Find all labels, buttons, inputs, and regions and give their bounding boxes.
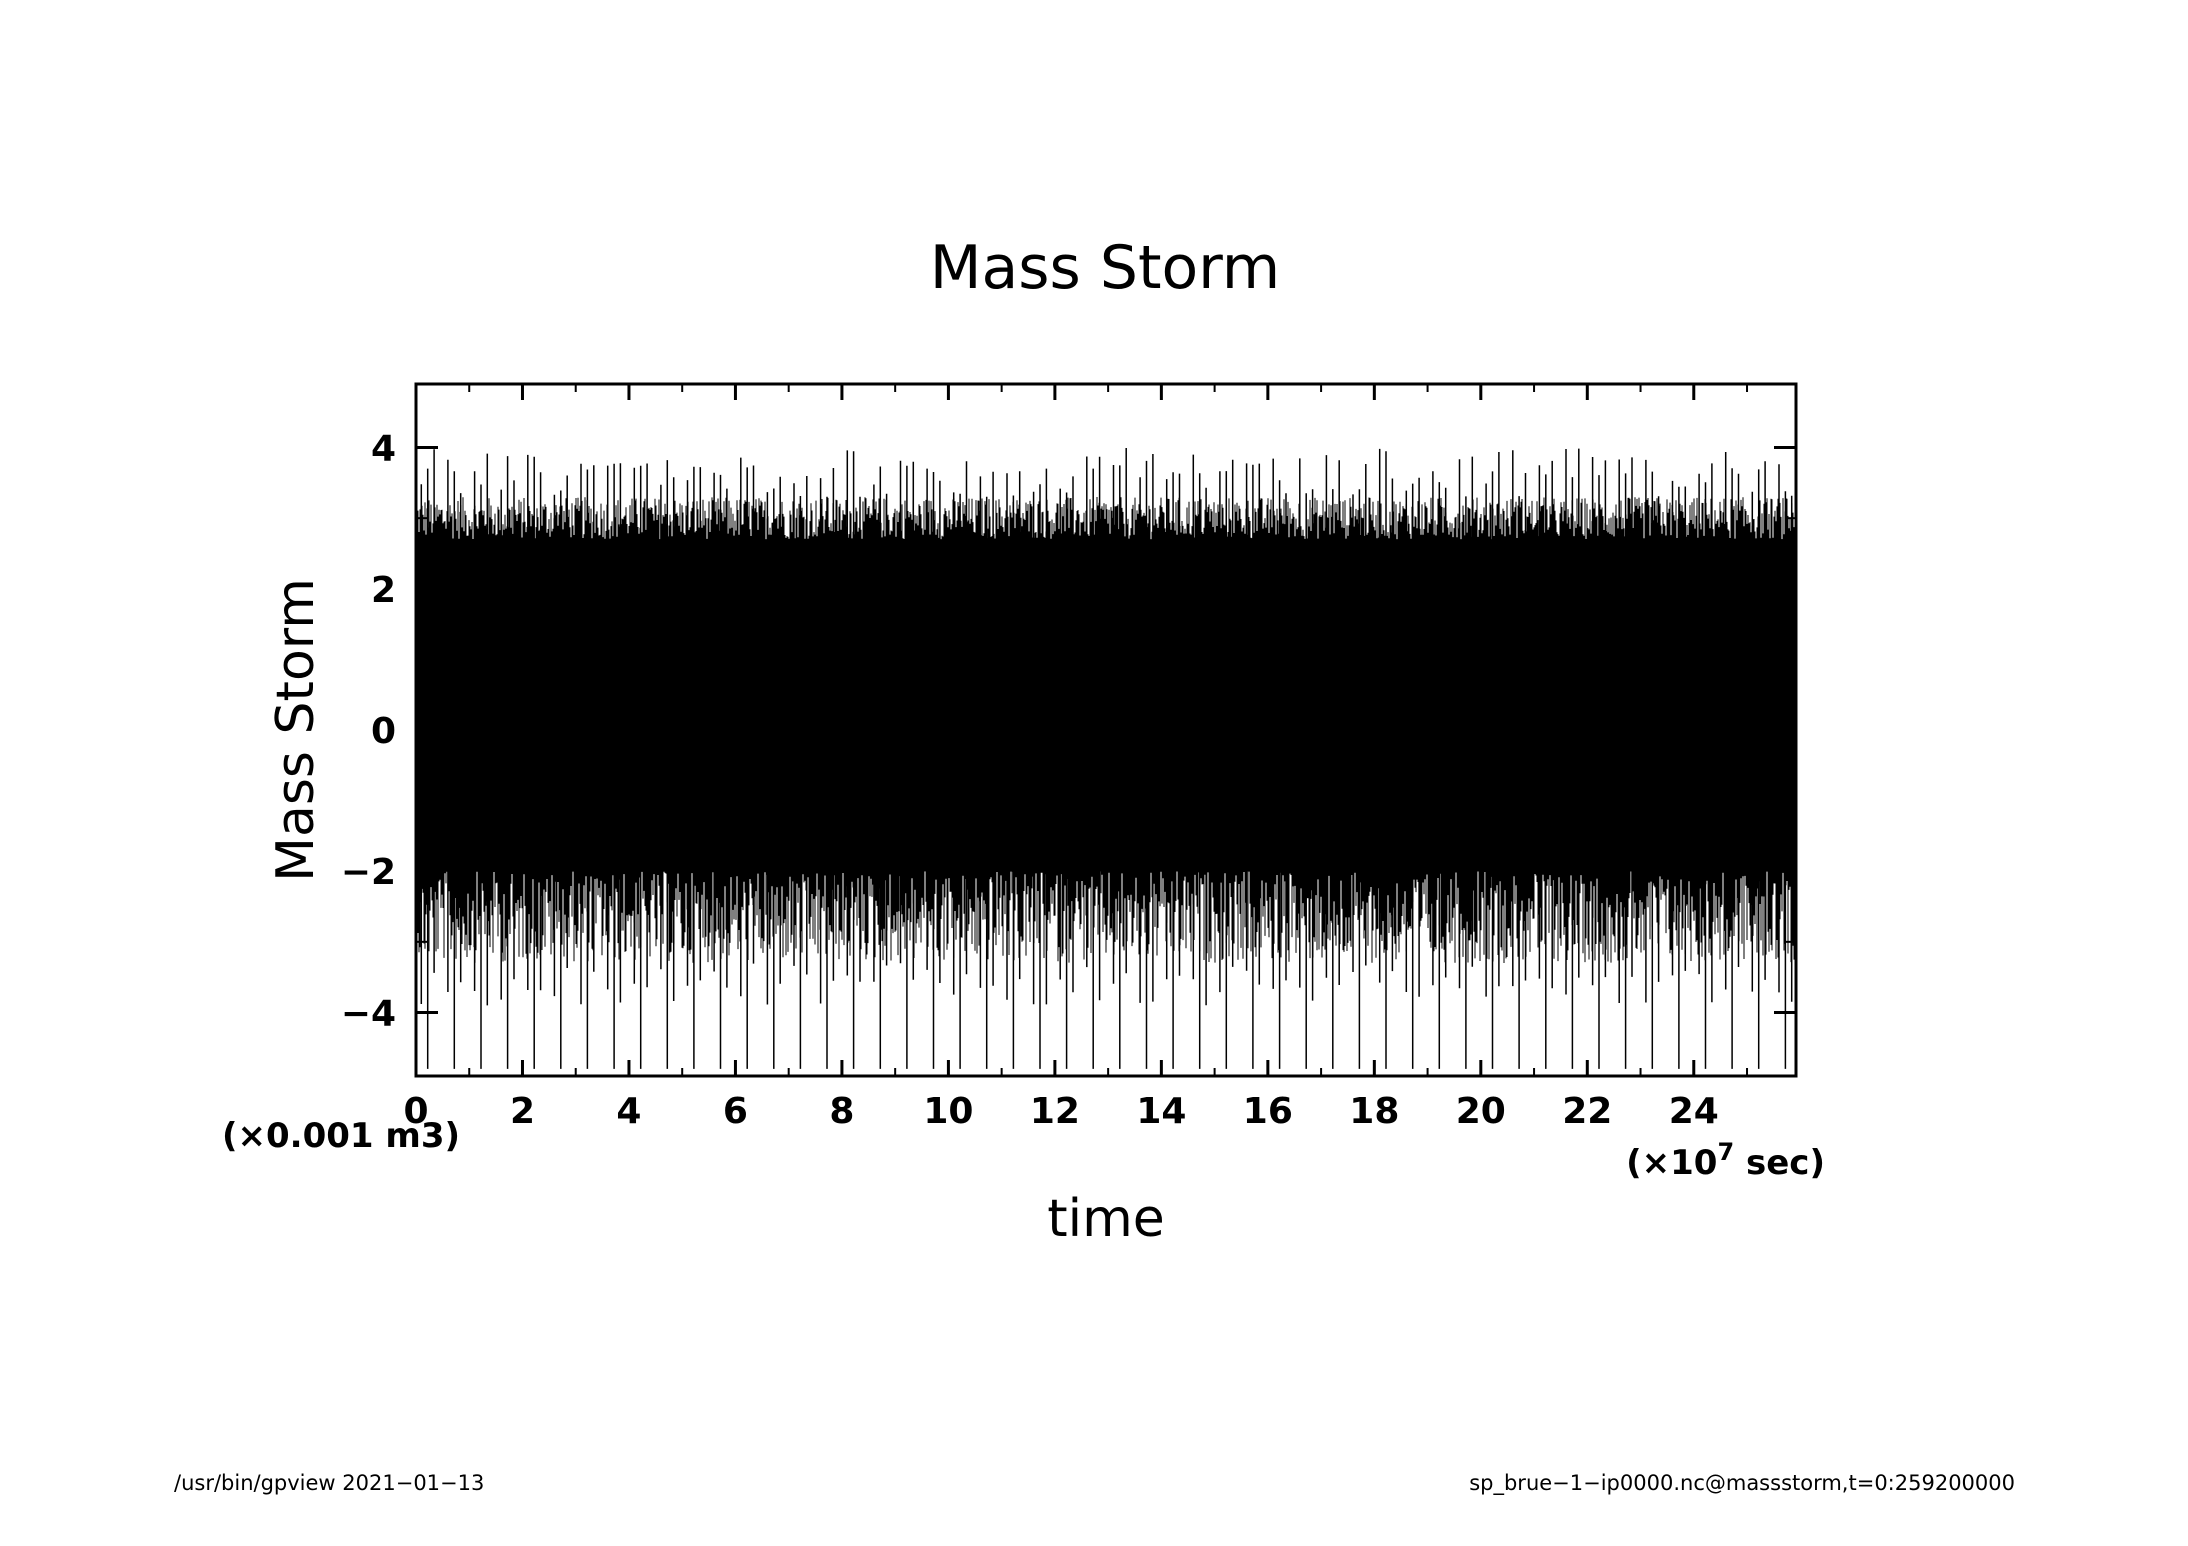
- x-axis-title: time: [1047, 1189, 1164, 1249]
- y-tick-label: −2: [341, 852, 396, 893]
- x-tick-label: 20: [1456, 1091, 1506, 1132]
- x-tick-label: 22: [1562, 1091, 1612, 1132]
- x-unit-exponent: 7: [1717, 1138, 1734, 1166]
- x-unit-prefix: (×10: [1626, 1143, 1717, 1183]
- y-axis-ticks: 4 2 0 −2 −4: [341, 429, 1796, 1034]
- x-axis-ticks: 0 2 4 6 8 10 12 14 16 18 20 22 24: [403, 384, 1749, 1132]
- x-tick-label: 8: [829, 1091, 854, 1132]
- x-tick-label: 0: [403, 1091, 428, 1132]
- y-tick-label: 2: [371, 570, 396, 611]
- x-tick-label: 18: [1349, 1091, 1399, 1132]
- x-tick-label: 2: [510, 1091, 535, 1132]
- x-unit-suffix: sec): [1734, 1143, 1825, 1183]
- x-unit-label: (×107 sec): [1626, 1138, 1825, 1183]
- series-peaks: [420, 448, 1793, 1069]
- y-axis-title: Mass Storm: [266, 578, 326, 882]
- x-tick-label: 6: [723, 1091, 748, 1132]
- footer-right: sp_brue−1−ip0000.nc@massstorm,t=0:259200…: [1469, 1471, 2015, 1496]
- y-unit-label: (×0.001 m3): [222, 1116, 460, 1156]
- x-tick-label: 24: [1669, 1091, 1719, 1132]
- x-tick-label: 16: [1243, 1091, 1293, 1132]
- y-tick-label: 0: [371, 711, 396, 752]
- chart-title: Mass Storm: [930, 233, 1281, 303]
- x-tick-label: 4: [616, 1091, 641, 1132]
- footer-left: /usr/bin/gpview 2021−01−13: [174, 1471, 484, 1495]
- series-layer: [416, 448, 1796, 1069]
- x-tick-label: 10: [923, 1091, 973, 1132]
- y-tick-label: 4: [371, 429, 396, 470]
- x-tick-label: 12: [1030, 1091, 1080, 1132]
- y-tick-label: −4: [341, 993, 396, 1034]
- series-oscillation: [416, 497, 1796, 963]
- x-tick-label: 14: [1136, 1091, 1186, 1132]
